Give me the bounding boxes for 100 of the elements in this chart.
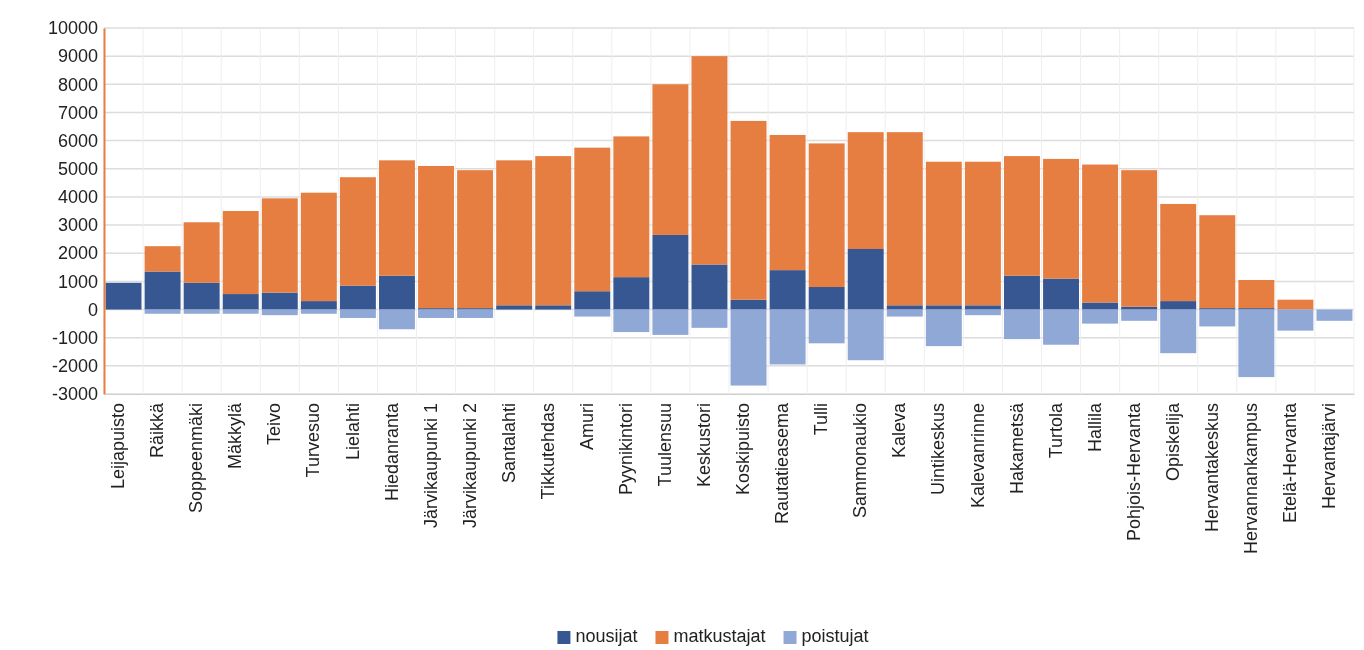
bar	[457, 309, 494, 318]
bar	[222, 294, 259, 310]
bar	[730, 309, 767, 386]
bar	[925, 161, 962, 306]
bar	[886, 305, 923, 310]
y-tick-label: 6000	[57, 130, 98, 151]
x-tick-label: Keskustori	[694, 403, 715, 488]
bar	[730, 120, 767, 300]
bar	[808, 143, 845, 288]
x-tick-label: Rautatieasema	[772, 402, 793, 525]
bar	[652, 234, 689, 310]
y-tick-label: 1000	[57, 271, 98, 292]
x-tick-label: Järvikaupunki 1	[420, 403, 441, 529]
bar	[847, 309, 884, 361]
bar	[144, 271, 181, 310]
x-tick-label: Hallila	[1084, 402, 1105, 453]
bar	[1043, 309, 1079, 345]
bar	[808, 309, 845, 344]
bar	[769, 309, 806, 365]
x-tick-label: Mäkkylä	[225, 402, 246, 470]
bar	[144, 309, 181, 314]
y-tick-label: -1000	[51, 327, 98, 348]
x-tick-label: Leijapuisto	[108, 403, 129, 490]
bar	[1121, 306, 1158, 310]
x-tick-label: Hervantajärvi	[1319, 403, 1340, 510]
x-tick-label: Koskipuisto	[733, 403, 754, 496]
bar	[730, 299, 767, 310]
bar	[1160, 203, 1197, 302]
bar	[1121, 309, 1158, 321]
bar	[379, 309, 415, 330]
y-tick-label: -2000	[51, 356, 98, 377]
x-tick-label: Uintikeskus	[928, 403, 949, 496]
x-tick-label: Pyynikintori	[615, 403, 636, 496]
y-tick-label: 10000	[47, 18, 98, 39]
bar	[886, 132, 923, 306]
x-tick-label: Tikkutehdas	[537, 403, 558, 500]
bar	[964, 305, 1001, 310]
bar	[1316, 309, 1353, 321]
y-tick-label: 0	[87, 299, 98, 320]
bar	[613, 277, 650, 310]
bar	[574, 147, 611, 292]
bar	[183, 222, 220, 283]
bar	[1082, 309, 1119, 324]
bar	[769, 134, 806, 271]
bar	[379, 160, 415, 276]
x-tick-label: Hiedanranta	[381, 402, 402, 502]
bar	[613, 309, 650, 333]
bar	[379, 275, 415, 310]
bar	[457, 170, 494, 309]
bar	[1238, 309, 1275, 378]
y-tick-label: 5000	[57, 159, 98, 180]
bar	[105, 282, 142, 310]
x-tick-label: Lielahti	[342, 403, 363, 461]
bar	[261, 198, 298, 293]
bar	[691, 309, 728, 328]
bar	[183, 282, 220, 310]
bar	[300, 301, 337, 310]
y-tick-label: 4000	[57, 187, 98, 208]
bar	[1121, 170, 1158, 307]
bar	[1277, 299, 1314, 310]
x-tick-label: Sammonaukio	[850, 403, 871, 519]
x-tick-label: Amuri	[576, 403, 597, 451]
legend-label: matkustajat	[673, 626, 766, 646]
bar	[691, 264, 728, 310]
bar	[1004, 309, 1040, 340]
y-tick-label: 3000	[57, 215, 98, 236]
bar	[964, 161, 1001, 306]
bar	[925, 309, 962, 347]
x-tick-label: Turvesuo	[303, 403, 324, 478]
bar	[535, 156, 572, 306]
y-tick-label: -3000	[51, 384, 98, 405]
x-tick-label: Tuulensuu	[655, 403, 676, 487]
x-tick-label: Turtola	[1045, 402, 1066, 459]
bar	[144, 246, 181, 272]
bar	[1277, 309, 1314, 331]
x-tick-label: Teivo	[264, 403, 285, 446]
bar	[691, 56, 728, 265]
x-tick-label: Santalahti	[498, 403, 519, 484]
bar	[886, 309, 923, 317]
bar	[613, 136, 650, 278]
bar	[808, 287, 845, 310]
bar	[1082, 164, 1119, 303]
bar	[1199, 215, 1236, 309]
bar	[535, 305, 572, 310]
bar	[339, 309, 376, 318]
bar	[1199, 309, 1236, 327]
x-tick-label: Tulli	[811, 403, 832, 436]
x-tick-label: Soppeenmäki	[186, 403, 207, 514]
bar	[300, 192, 337, 302]
bar	[339, 285, 376, 310]
bar	[496, 160, 533, 306]
bar	[1160, 301, 1197, 310]
bar	[574, 309, 611, 317]
x-tick-label: Hervantakeskus	[1201, 403, 1222, 533]
y-tick-label: 8000	[57, 74, 98, 95]
bar	[418, 165, 454, 309]
bar	[652, 309, 689, 335]
bar	[847, 132, 884, 250]
bar	[1043, 158, 1079, 279]
bar	[183, 309, 220, 314]
